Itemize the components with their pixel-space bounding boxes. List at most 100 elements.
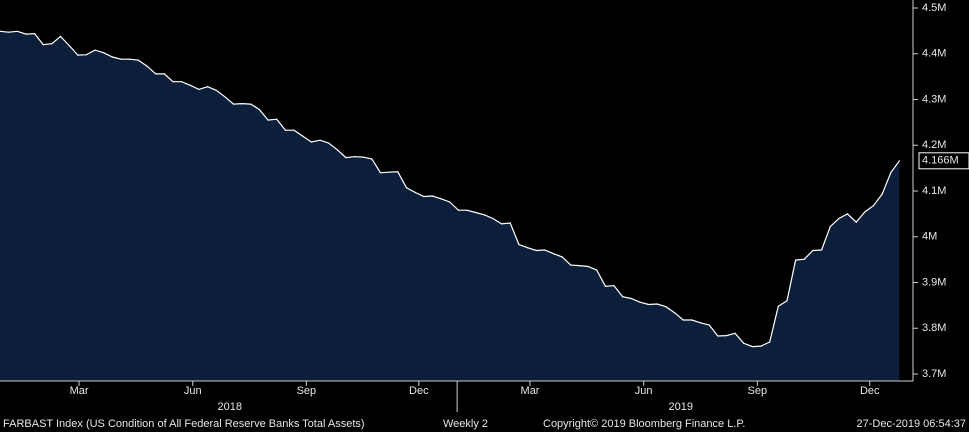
footer-ticker: FARBAST Index (US Condition of All Feder…	[3, 418, 365, 430]
data-point	[258, 109, 260, 111]
y-tick-label: 4.2M	[922, 139, 946, 151]
data-point	[8, 31, 10, 33]
data-point	[310, 141, 312, 143]
data-point	[552, 253, 555, 255]
data-point	[276, 118, 278, 120]
data-point	[501, 223, 503, 225]
data-point	[25, 33, 27, 35]
data-point	[345, 157, 347, 159]
data-point	[561, 256, 563, 258]
data-point	[838, 217, 840, 220]
data-point	[475, 211, 477, 214]
data-point	[846, 213, 849, 215]
data-point	[769, 341, 771, 343]
y-tick-label: 4.4M	[922, 48, 946, 60]
data-point	[786, 300, 788, 302]
data-point	[691, 319, 693, 321]
plot-area	[0, 30, 901, 382]
data-point	[648, 303, 650, 306]
data-point	[665, 306, 667, 308]
data-point	[198, 88, 200, 90]
data-point	[578, 265, 581, 267]
data-point	[743, 342, 745, 344]
y-tick-label: 4.5M	[922, 2, 946, 14]
data-point	[725, 335, 728, 337]
data-point	[751, 346, 754, 348]
data-point	[570, 264, 572, 266]
data-point	[85, 54, 88, 56]
data-point	[622, 296, 624, 298]
data-point	[16, 30, 18, 32]
data-point	[535, 249, 537, 252]
data-point	[155, 73, 157, 75]
data-point	[267, 119, 269, 121]
y-tick-label: 4.3M	[922, 93, 946, 105]
data-point	[405, 187, 408, 189]
data-point	[207, 86, 209, 88]
footer-copyright: Copyright© 2019 Bloomberg Finance L.P.	[543, 418, 745, 430]
data-point	[509, 222, 511, 224]
data-point	[526, 247, 529, 249]
x-tick-label: Mar	[521, 385, 540, 397]
footer-frequency: Weekly 2	[443, 418, 488, 430]
data-point	[293, 129, 295, 131]
data-points	[0, 30, 901, 348]
data-point	[466, 209, 468, 211]
last-value-label: 4.166M	[922, 155, 959, 167]
data-point	[103, 52, 105, 54]
data-point	[587, 265, 589, 268]
data-point	[777, 305, 779, 307]
data-point	[656, 303, 658, 305]
data-point	[284, 129, 286, 131]
y-tick-label: 3.7M	[922, 368, 946, 380]
data-point	[717, 335, 719, 337]
data-point	[354, 156, 356, 158]
data-point	[241, 103, 243, 105]
data-point	[146, 65, 148, 67]
y-tick-label: 3.8M	[922, 322, 946, 334]
data-point	[94, 49, 96, 51]
data-point	[137, 59, 139, 61]
y-tick-label: 3.9M	[922, 276, 946, 288]
data-point	[215, 89, 217, 91]
last-value-badge: 4.166M	[918, 152, 969, 170]
data-point	[59, 35, 62, 38]
data-point	[674, 312, 676, 314]
x-tick-label: Jun	[184, 385, 202, 397]
data-point	[760, 345, 762, 347]
data-point	[414, 191, 416, 193]
y-axis-ticks: 3.7M 3.8M 3.9M 4M 4.1M 4.2M 4.3M 4.4M 4.5M	[913, 2, 946, 380]
x-year-label: 2019	[668, 401, 692, 413]
data-point	[639, 301, 641, 303]
data-point	[881, 193, 883, 195]
data-point	[328, 142, 330, 144]
x-tick-label: Jun	[635, 385, 653, 397]
data-point	[864, 211, 866, 213]
data-point	[232, 103, 235, 105]
data-point	[803, 258, 805, 260]
data-point	[544, 249, 546, 251]
data-point	[224, 96, 226, 98]
x-tick-label: Sep	[297, 385, 317, 397]
data-point	[111, 56, 113, 58]
data-point	[795, 259, 797, 261]
data-point	[449, 201, 451, 203]
data-point	[898, 160, 901, 162]
data-point	[172, 81, 174, 83]
x-axis-ticks: Mar Jun Sep Dec Mar Jun Sep Dec 2018 2019	[70, 381, 880, 413]
x-tick-label: Dec	[860, 385, 880, 397]
data-point	[250, 103, 252, 105]
data-point	[829, 226, 831, 228]
data-point	[812, 249, 814, 252]
data-point	[319, 139, 321, 141]
data-point	[379, 172, 382, 174]
data-point	[431, 195, 433, 197]
data-point	[821, 249, 823, 251]
data-point	[604, 285, 607, 287]
data-point	[388, 171, 390, 173]
data-point	[483, 214, 485, 216]
data-point	[682, 319, 684, 321]
series-area	[0, 31, 900, 382]
data-point	[613, 285, 615, 287]
